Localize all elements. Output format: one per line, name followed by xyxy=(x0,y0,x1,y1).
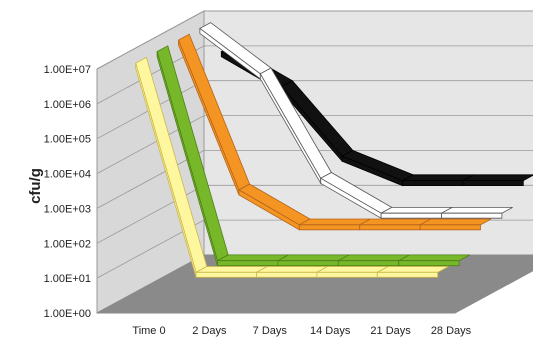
y-tick-label: 1.00E+07 xyxy=(44,64,91,76)
ribbon-face xyxy=(380,212,442,219)
y-tick-label: 1.00E+05 xyxy=(44,134,91,146)
ribbon-top xyxy=(195,266,268,273)
y-tick-label: 1.00E+06 xyxy=(44,99,91,111)
y-tick-label: 1.00E+03 xyxy=(44,203,91,215)
ribbon-face xyxy=(376,271,439,278)
ribbon-top xyxy=(380,206,453,214)
y-tick-label: 1.00E+01 xyxy=(44,273,91,285)
ribbon-face xyxy=(298,224,361,231)
ribbon-top xyxy=(277,254,350,262)
y-axis-tick-labels: 1.00E+00 1.00E+01 1.00E+02 1.00E+03 1.00E+04… xyxy=(44,64,91,320)
x-tick-label: 21 Days xyxy=(370,325,411,337)
ribbon-face xyxy=(398,260,460,267)
gridline xyxy=(96,115,533,174)
y-tick-label: 1.00E+02 xyxy=(44,238,91,250)
x-tick-label: 28 Days xyxy=(431,325,472,337)
ribbon-face xyxy=(316,271,378,278)
x-axis-tick-labels: Time 0 2 Days 7 Days 14 Days 21 Days 28 Days xyxy=(132,325,471,337)
series-ribbon xyxy=(156,45,470,267)
ribbon-face xyxy=(217,260,279,267)
ribbon-face xyxy=(441,212,503,219)
ribbon-top xyxy=(299,218,371,226)
ribbon-top xyxy=(441,206,513,214)
ribbon-face xyxy=(277,260,339,267)
ribbon-top xyxy=(419,218,492,226)
y-axis-title: cfu/g xyxy=(27,168,44,204)
ribbon-face xyxy=(337,260,400,267)
series-ribbon xyxy=(135,56,449,278)
ribbon-face xyxy=(195,271,257,278)
ribbon-top xyxy=(462,174,533,182)
ribbon-face xyxy=(462,180,524,187)
ribbon-face xyxy=(419,224,481,231)
ribbon-top xyxy=(359,218,431,226)
series-ribbons xyxy=(135,22,533,278)
ribbon-face xyxy=(402,180,464,187)
y-tick-label: 1.00E+04 xyxy=(44,169,91,181)
ribbon-top xyxy=(217,254,289,262)
gridline xyxy=(96,149,533,209)
ribbon-top xyxy=(316,266,389,273)
x-tick-label: 7 Days xyxy=(253,325,288,337)
series-ribbon xyxy=(177,33,492,231)
ribbon-face xyxy=(359,224,421,231)
gridline xyxy=(96,45,533,105)
ribbon-top xyxy=(398,254,470,262)
ribbon-top xyxy=(377,266,449,273)
gridline xyxy=(96,10,533,70)
x-tick-label: 2 Days xyxy=(192,325,227,337)
ribbon-face xyxy=(256,271,318,278)
ribbon-top xyxy=(338,254,410,262)
y-tick-label: 1.00E+00 xyxy=(44,308,91,320)
ribbon-top xyxy=(402,174,474,182)
x-tick-label: 14 Days xyxy=(310,325,351,337)
series-ribbon xyxy=(199,22,513,219)
x-tick-label: Time 0 xyxy=(132,325,165,337)
ribbon-top xyxy=(256,266,328,273)
gridlines xyxy=(96,10,533,279)
